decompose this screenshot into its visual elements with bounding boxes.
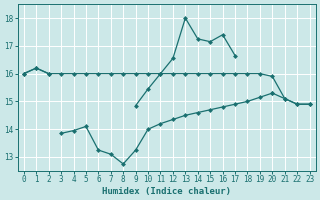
X-axis label: Humidex (Indice chaleur): Humidex (Indice chaleur) [102, 187, 231, 196]
